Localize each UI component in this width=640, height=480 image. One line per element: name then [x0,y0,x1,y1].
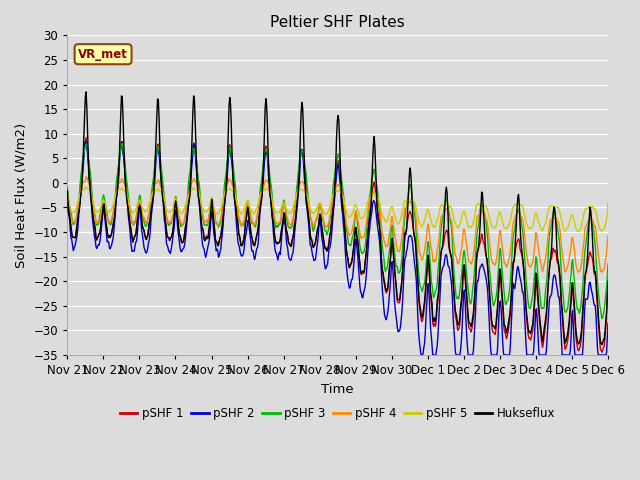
Hukseflux [598,342,606,348]
Hukseflux [404,200,412,206]
Line: pSHF 1: pSHF 1 [67,138,608,352]
Line: pSHF 3: pSHF 3 [67,144,608,319]
pSHF 1 [404,215,412,221]
pSHF 4 [604,233,612,239]
Hukseflux [420,304,428,310]
pSHF 5 [604,200,612,205]
pSHF 2 [420,341,428,347]
pSHF 4 [73,211,81,216]
pSHF 3 [604,261,612,267]
pSHF 3 [404,194,412,200]
pSHF 1 [420,309,428,314]
pSHF 4 [130,220,138,226]
pSHF 2 [73,233,81,239]
pSHF 2 [184,203,192,209]
pSHF 4 [213,221,221,227]
pSHF 1 [63,188,71,193]
pSHF 5 [404,197,412,203]
Hukseflux [604,278,612,284]
pSHF 5 [213,211,221,216]
Hukseflux [63,188,71,193]
pSHF 4 [184,192,192,198]
Line: pSHF 5: pSHF 5 [67,187,608,231]
Hukseflux [73,222,81,228]
pSHF 5 [83,184,90,190]
pSHF 2 [213,246,221,252]
pSHF 1 [83,135,90,141]
pSHF 4 [63,188,71,193]
pSHF 3 [73,210,81,216]
Hukseflux [184,203,192,208]
pSHF 3 [420,283,428,288]
Hukseflux [130,237,138,243]
pSHF 1 [213,240,221,245]
pSHF 1 [598,349,606,355]
pSHF 1 [184,193,192,199]
pSHF 2 [81,139,89,144]
pSHF 3 [213,221,221,227]
pSHF 3 [598,316,606,322]
pSHF 2 [130,248,138,254]
pSHF 3 [63,184,71,190]
Line: pSHF 2: pSHF 2 [67,142,608,355]
Title: Peltier SHF Plates: Peltier SHF Plates [270,15,405,30]
pSHF 2 [418,352,426,358]
pSHF 5 [420,220,428,226]
pSHF 1 [604,286,612,292]
pSHF 5 [184,192,192,198]
pSHF 3 [184,181,192,187]
pSHF 5 [63,192,71,197]
pSHF 2 [604,320,612,326]
Text: VR_met: VR_met [78,48,128,60]
pSHF 1 [73,221,81,227]
pSHF 4 [83,174,90,180]
Hukseflux [83,89,90,95]
Legend: pSHF 1, pSHF 2, pSHF 3, pSHF 4, pSHF 5, Hukseflux: pSHF 1, pSHF 2, pSHF 3, pSHF 4, pSHF 5, … [115,402,560,425]
X-axis label: Time: Time [321,383,354,396]
pSHF 1 [130,237,138,243]
pSHF 5 [575,228,582,234]
Y-axis label: Soil Heat Flux (W/m2): Soil Heat Flux (W/m2) [15,122,28,268]
pSHF 4 [420,251,428,257]
Line: pSHF 4: pSHF 4 [67,177,608,272]
pSHF 4 [598,269,606,275]
pSHF 5 [130,209,138,215]
pSHF 3 [118,141,126,146]
pSHF 4 [404,201,412,206]
Line: Hukseflux: Hukseflux [67,92,608,345]
pSHF 5 [73,202,81,208]
pSHF 3 [130,222,138,228]
pSHF 2 [404,239,412,245]
pSHF 2 [63,191,71,197]
Hukseflux [213,240,221,245]
